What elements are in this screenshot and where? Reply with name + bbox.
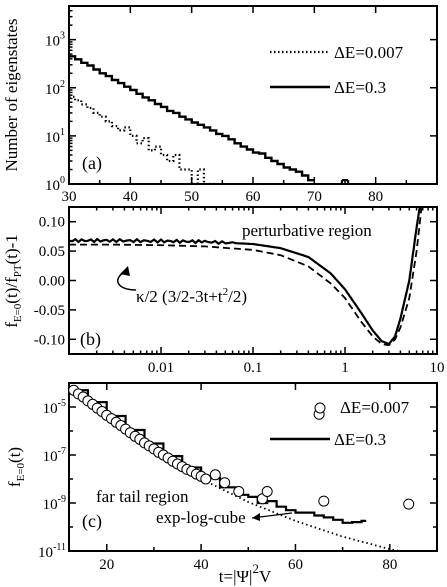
legend-de-0.007: ΔE=0.007 [334,43,404,62]
panel-b-label: (b) [80,329,101,350]
y-tick-label: 0.10 [39,215,65,231]
x-tick-label: 20 [99,557,114,573]
x-tick-label: 0.01 [148,360,174,376]
panel-b-ticks: 0.01 0.1 1 10 -0.10 -0.05 0.00 0.05 0.10 [34,207,445,376]
x-tick-label: 40 [123,189,138,205]
y-tick-label: 0.00 [39,274,65,290]
y-tick-label: 101 [45,127,65,146]
x-tick-label: 70 [307,189,322,205]
series-exp-log-cube-dotted [73,389,405,551]
panel-a-ylabel: Number of eigenstates [2,19,21,172]
data-point-circle [200,473,212,485]
panel-c-xlabel: t=|Ψ|2V [219,561,272,586]
series-numerical-solid [69,207,421,346]
data-point-circle [403,498,415,510]
panel-c-frame [68,382,438,552]
panel-c: 20 40 60 80 10-11 10-9 10-7 10-5 fE=0(t) ΔE=0.0… [5,382,438,586]
panel-c-ylabel: fE=0(t) [5,447,27,487]
y-tick-label: 10-9 [43,494,66,513]
x-tick-label: 60 [288,557,303,573]
x-tick-label: 10 [430,360,445,376]
legend-circle-swatch [314,402,326,414]
panel-c-legend: ΔE=0.007 ΔE=0.3 [270,398,410,449]
y-tick-label: 10-7 [43,446,66,465]
series-de-0.3-line [69,55,315,182]
annotation-kappa-formula: κ/2 (3/2-3t+t2/2) [136,286,247,306]
annotation-exp-log-cube: exp-log-cube [156,508,246,527]
y-tick-label: -0.05 [34,303,65,319]
annotation-arrowhead [120,266,130,276]
panel-c-ticks: 20 40 60 80 10-11 10-9 10-7 10-5 [38,383,437,573]
annotation-exp-arrowhead [252,513,260,521]
y-tick-label: 10-11 [38,542,66,561]
panel-b-ylabel: fE=0(t)/fPT(t)-1 [2,234,24,328]
data-point-circle [318,495,330,507]
legend-de-0.3: ΔE=0.3 [334,78,386,97]
y-tick-label: 103 [45,31,65,50]
legend-c-de-0.007: ΔE=0.007 [340,398,410,417]
panel-b: 0.01 0.1 1 10 -0.10 -0.05 0.00 0.05 0.10 fE=0(t)… [2,206,445,376]
legend-c-de-0.3: ΔE=0.3 [334,430,386,449]
x-tick-label: 50 [184,189,199,205]
x-tick-label: 60 [246,189,261,205]
series-de-0.007-line [69,95,217,184]
annotation-far-tail-region: far tail region [96,487,189,506]
y-tick-label: 100 [45,175,65,194]
data-point-circle [261,486,273,497]
y-tick-label: 0.05 [39,244,65,260]
y-tick-label: -0.10 [34,332,65,348]
panel-a-legend: ΔE=0.007 ΔE=0.3 [270,43,404,97]
x-tick-label: 80 [368,189,383,205]
x-tick-label: 1 [341,360,349,376]
panel-a: 30 40 50 60 70 80 100 101 102 103 Number of eigen… [2,5,438,205]
annotation-perturbative-region: perturbative region [242,221,372,240]
panel-a-label: (a) [82,153,102,174]
series-de-0.007-circles [69,384,415,510]
x-tick-label: 30 [62,189,77,205]
y-tick-label: 102 [45,79,65,98]
x-tick-label: 0.1 [244,360,263,376]
series-de-0.3-step [73,389,367,524]
data-point-circle [233,486,245,497]
data-point-circle [219,477,231,489]
x-tick-label: 40 [194,557,209,573]
y-tick-label: 10-5 [43,398,66,417]
panel-a-ticks: 30 40 50 60 70 80 100 101 102 103 [45,5,437,205]
panel-c-label: (c) [82,511,102,532]
data-point-circle [209,469,221,481]
x-tick-label: 80 [382,557,397,573]
